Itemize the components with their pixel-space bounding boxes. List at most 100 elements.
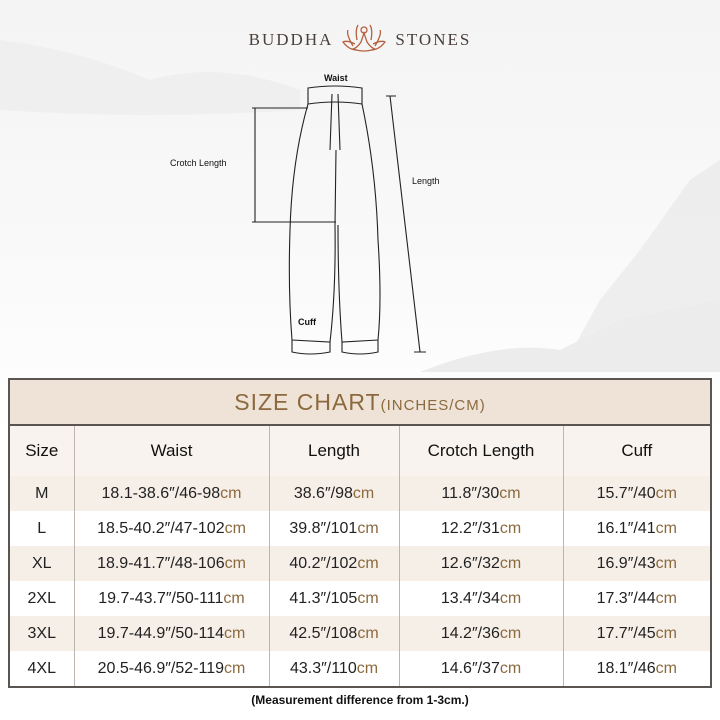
cell-value: 20.5-46.9″/52-119 [97,659,225,677]
table-cell: 17.7″/45cm [562,616,711,651]
table-row: 4XL 20.5-46.9″/52-119cm 43.3″/110cm 14.6″/3… [8,651,711,687]
table-cell: 39.8″/101cm [268,511,399,546]
cell-value: 2XL [27,589,56,607]
cell-value: 4XL [27,659,56,677]
table-cell: 13.4″/34cm [398,581,563,616]
cell-value: L [37,519,47,537]
unit-suffix: cm [499,484,521,502]
cell-value: 16.9″/43 [596,554,656,572]
unit-suffix: cm [357,624,379,642]
unit-suffix: cm [499,554,522,572]
unit-suffix: cm [655,554,677,572]
table-title: SIZE CHART(INCHES/CM) [8,379,711,426]
table-cell: 18.5-40.2″/47-102cm [73,511,269,546]
cell-value: 14.6″/37 [440,659,500,677]
cell-value: 17.3″/44 [596,589,656,607]
table-cell: 4XL [8,651,74,687]
unit-suffix: cm [223,589,245,607]
cell-value: 17.7″/45 [596,624,656,642]
brand-left: BUDDHA [248,30,334,49]
table-cell: 20.5-46.9″/52-119cm [73,651,269,687]
unit-suffix: cm [499,624,522,642]
unit-suffix: cm [655,659,677,677]
cell-value: 42.5″/108 [289,624,358,642]
cell-value: 18.1″/46 [596,659,656,677]
table-cell: 17.3″/44cm [562,581,711,616]
table-cell: 11.8″/30cm [398,476,563,511]
column-header: Cuff [562,425,711,476]
cell-value: 13.4″/34 [440,589,500,607]
table-cell: 14.6″/37cm [398,651,563,687]
unit-suffix: cm [357,589,379,607]
cell-value: 18.5-40.2″/47-102 [97,519,225,537]
table-cell: 43.3″/110cm [268,651,399,687]
cell-value: 41.3″/105 [289,589,358,607]
crotch-length-label: Crotch Length [170,158,227,168]
unit-suffix: cm [220,484,242,502]
pants-diagram [0,40,720,372]
cell-value: 19.7-44.9″/50-114 [97,624,225,642]
cell-value: 12.2″/31 [440,519,500,537]
table-cell: 3XL [8,616,74,651]
table-cell: 14.2″/36cm [398,616,563,651]
title-text: SIZE CHART [234,388,381,415]
waist-label: Waist [324,73,348,83]
table-cell: 16.9″/43cm [562,546,711,581]
unit-suffix: cm [499,659,522,677]
cuff-label: Cuff [298,317,316,327]
unit-suffix: cm [352,484,375,502]
unit-suffix: cm [224,554,246,572]
table-cell: 40.2″/102cm [268,546,399,581]
column-header: Crotch Length [398,425,563,476]
unit-suffix: cm [356,659,379,677]
table-cell: 42.5″/108cm [268,616,399,651]
brand-right: STONES [395,30,472,49]
unit-suffix: cm [224,659,246,677]
table-cell: 12.2″/31cm [398,511,563,546]
table-row: L 18.5-40.2″/47-102cm 39.8″/101cm 12.2″/31c… [8,511,711,546]
cell-value: 16.1″/41 [596,519,656,537]
table-row: M 18.1-38.6″/46-98cm 38.6″/98cm 11.8″/30cm 1… [8,476,711,511]
cell-value: XL [31,554,52,572]
table-cell: L [8,511,74,546]
table-cell: 18.9-41.7″/48-106cm [73,546,269,581]
length-label: Length [412,176,440,186]
cell-value: 39.8″/101 [289,519,358,537]
table-row: 2XL 19.7-43.7″/50-111cm 41.3″/105cm 13.4″/3… [8,581,711,616]
unit-suffix: cm [224,624,246,642]
unit-suffix: cm [655,484,677,502]
table-cell: 19.7-43.7″/50-111cm [73,581,269,616]
cell-value: 19.7-43.7″/50-111 [98,589,224,607]
unit-suffix: cm [655,519,677,537]
cell-value: 12.6″/32 [440,554,500,572]
unit-suffix: cm [224,519,246,537]
column-header: Size [8,425,74,476]
table-cell: XL [8,546,74,581]
column-header: Waist [73,425,269,476]
cell-value: 14.2″/36 [440,624,500,642]
unit-suffix: cm [357,519,379,537]
unit-suffix: cm [499,519,522,537]
unit-suffix: cm [655,589,677,607]
unit-suffix: cm [499,589,522,607]
table-cell: 41.3″/105cm [268,581,399,616]
cell-value: 3XL [27,624,56,642]
brand-logo: BUDDHA STONES [0,22,720,58]
measurement-note: (Measurement difference from 1-3cm.) [251,693,469,707]
cell-value: 43.3″/110 [289,659,357,677]
cell-value: 18.1-38.6″/46-98 [101,484,221,502]
unit-suffix: cm [357,554,379,572]
cell-value: 11.8″/30 [441,484,500,502]
unit-suffix: cm [655,624,677,642]
cell-value: 40.2″/102 [289,554,358,572]
cell-value: 38.6″/98 [293,484,353,502]
table-cell: M [8,476,74,511]
column-header: Length [268,425,399,476]
table-cell: 16.1″/41cm [562,511,711,546]
cell-value: 15.7″/40 [596,484,656,502]
table-cell: 15.7″/40cm [562,476,711,511]
cell-value: M [35,484,49,502]
title-unit: (INCHES/CM) [380,396,486,414]
size-table: SIZE CHART(INCHES/CM) Size Waist Length Cro… [8,378,712,688]
